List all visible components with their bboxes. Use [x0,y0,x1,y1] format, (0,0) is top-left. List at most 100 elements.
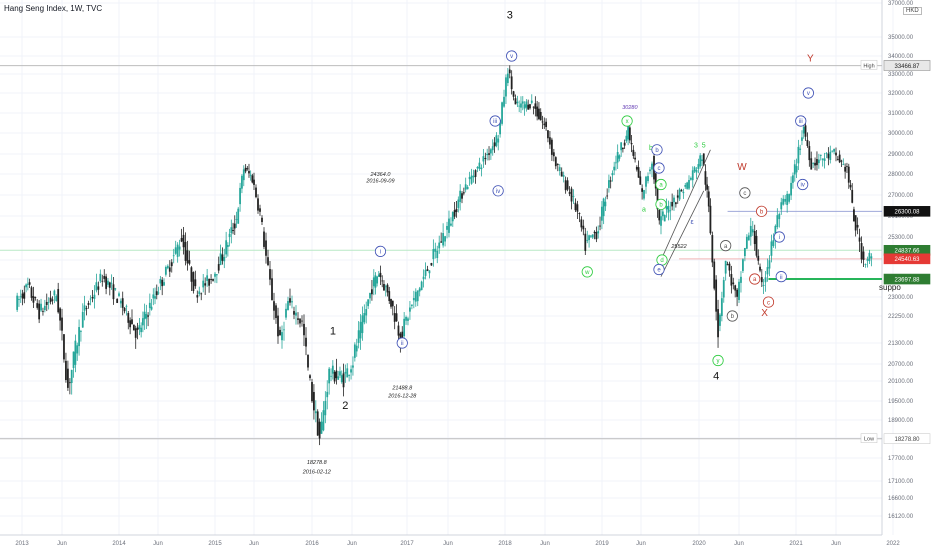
candle-body [821,158,824,160]
candle-body [105,276,108,289]
candle-body [114,288,117,290]
wave-circle [489,115,501,127]
candle-body [163,282,165,286]
candle-body [154,296,156,299]
candle-body [853,209,855,222]
candle-body [608,180,610,188]
candle-body [176,244,179,257]
y-tick-label: 31000.00 [888,111,914,117]
candle-body [267,257,269,266]
candle-body [328,368,331,384]
candle-body [816,159,818,166]
x-tick-label: 2017 [400,541,414,547]
candle-body [263,231,265,247]
currency-badge: HKD [903,7,922,15]
candle-body [455,208,458,213]
wave-circle [756,205,768,217]
candle-body [645,176,647,187]
candle-body [170,262,173,267]
candle-body [85,308,88,309]
candle-body [772,240,775,246]
y-tick-label: 35000.00 [888,35,914,41]
candle-body [632,149,635,156]
candle-body [560,171,563,177]
candle-body [166,265,169,269]
candle-body [331,365,334,374]
wave-circle-label: iii [493,119,497,125]
candle-body [491,146,494,151]
candle-body [138,325,141,329]
candle-body [654,173,657,189]
wave-circle-label: i [779,235,780,241]
price-tag [883,433,931,445]
candle-body [215,274,218,276]
candle-body [192,272,195,291]
candle-body [715,279,718,312]
candle-body [792,175,794,183]
candle-body [578,212,581,214]
candle-body [799,148,802,150]
candle-body [34,297,37,299]
price-tag-value: 23697.88 [894,277,920,283]
candle-body [45,301,48,305]
candle-body [476,166,479,169]
candle-body [365,309,368,316]
x-tick-label: 2016 [305,541,319,547]
wave-annotation: 21488.8 [391,385,413,391]
candle-body [695,170,698,173]
candle-body [667,205,670,213]
candle-body [440,241,443,243]
candle-body [525,101,528,108]
candle-body [374,275,377,288]
candle-body [459,190,462,202]
candle-body [249,174,252,176]
candle-body [707,191,710,207]
candle-body [488,153,490,155]
candle-body [217,264,220,271]
candle-body [279,329,281,336]
candle-body [856,224,859,228]
candle-body [660,216,662,226]
candle-body [320,421,323,434]
candle-body [446,225,448,230]
candle-body [817,159,820,164]
candle-body [512,91,515,97]
candle-body [313,392,315,411]
candle-body [849,184,852,188]
candle-body [623,142,626,146]
x-tick-label: 2022 [886,541,900,547]
candle-body [233,223,236,229]
candle-body [520,103,522,108]
candle-body [403,318,406,337]
candle-body [38,303,41,320]
candle-body [107,280,109,285]
candle-body [204,283,207,286]
price-tag-side [860,59,878,70]
candle-body [742,259,744,271]
candle-body [196,295,199,298]
candle-body [461,193,463,199]
candle-body [495,135,498,146]
candle-body [359,321,362,339]
candle-body [611,173,614,176]
candle-body [503,96,505,107]
x-tick-label: Jun [249,541,259,547]
candle-body [330,375,332,377]
x-tick-label: 2013 [15,541,29,547]
wave-circle [775,271,787,283]
candle-body [538,108,540,119]
candle-body [344,371,347,374]
candle-body [376,276,379,284]
candle-body [95,282,98,291]
wave-circle [492,185,504,197]
candle-body [570,188,573,202]
wave-circle [749,273,761,285]
candle-body [119,300,122,304]
wave-annotation: 3 [507,9,513,21]
candle-body [91,297,94,299]
candle-body [281,332,283,341]
candle-body [810,158,813,170]
candle-body [434,248,437,252]
